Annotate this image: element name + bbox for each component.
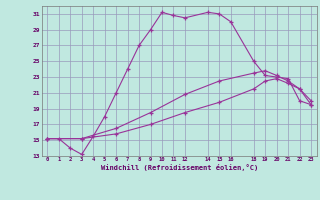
X-axis label: Windchill (Refroidissement éolien,°C): Windchill (Refroidissement éolien,°C) <box>100 164 258 171</box>
